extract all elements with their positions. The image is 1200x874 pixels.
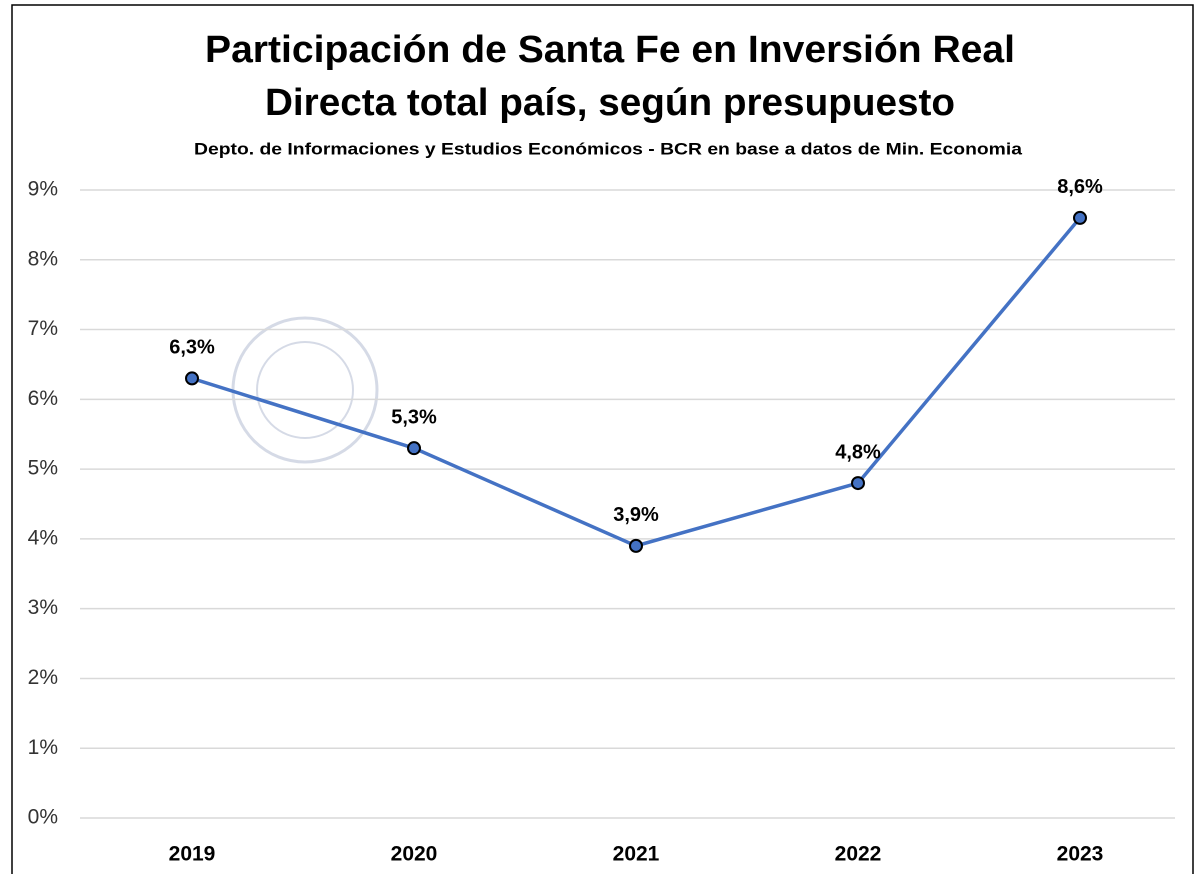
data-label: 3,9%: [613, 504, 659, 526]
frame: [11, 4, 1194, 874]
chart-title: Participación de Santa Fe en Inversión R…: [205, 29, 1015, 71]
y-tick-label: 1%: [28, 736, 58, 759]
chart-subtitle: Depto. de Informaciones y Estudios Econó…: [194, 139, 1023, 158]
y-tick-label: 6%: [28, 387, 58, 410]
x-tick-label: 2022: [835, 843, 882, 866]
chart-title: Directa total país, según presupuesto: [265, 82, 955, 124]
y-tick-label: 2%: [28, 666, 58, 689]
y-tick-label: 5%: [28, 457, 58, 480]
x-tick-label: 2021: [613, 843, 660, 866]
y-tick-label: 7%: [28, 317, 58, 340]
x-tick-label: 2019: [169, 843, 216, 866]
data-label: 8,6%: [1057, 176, 1103, 198]
data-label: 5,3%: [391, 406, 437, 428]
x-tick-label: 2020: [391, 843, 438, 866]
data-label: 6,3%: [169, 337, 215, 359]
marker: [1073, 210, 1087, 225]
marker: [851, 476, 865, 491]
x-tick-label: 2023: [1057, 843, 1104, 866]
marker: [629, 538, 643, 553]
y-tick-label: 8%: [28, 247, 58, 270]
y-tick-label: 3%: [28, 596, 58, 619]
marker: [407, 441, 421, 456]
data-label: 4,8%: [835, 441, 881, 463]
y-tick-label: 0%: [28, 806, 58, 829]
y-tick-label: 9%: [28, 178, 58, 201]
y-tick-label: 4%: [28, 526, 58, 549]
marker: [185, 371, 199, 386]
